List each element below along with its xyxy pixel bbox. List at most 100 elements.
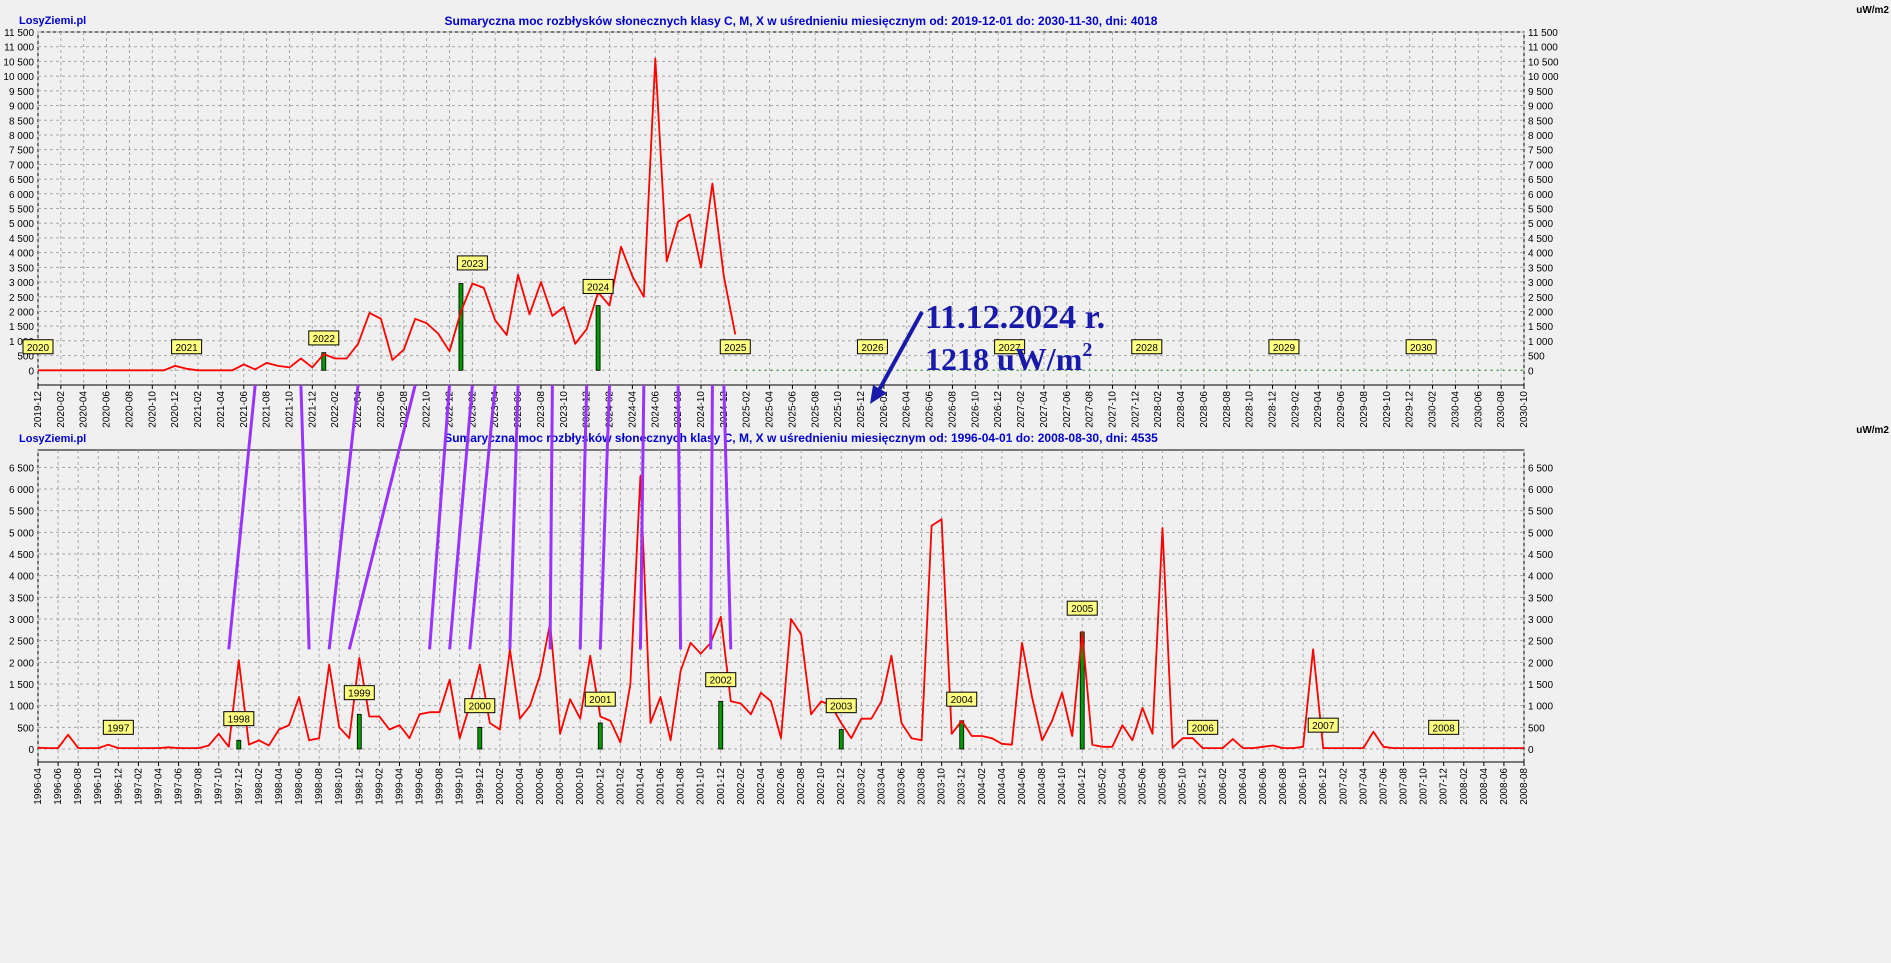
connector-line <box>508 384 520 650</box>
y-tick-label-right: 1 000 <box>1528 702 1553 713</box>
year-marker: 2027 <box>994 339 1026 355</box>
y-tick-label-right: 2 000 <box>1528 658 1553 669</box>
x-tick-label: 2021-10 <box>284 391 295 428</box>
x-tick-label: 2021-08 <box>262 391 273 428</box>
y-tick-label-left: 6 500 <box>9 463 34 474</box>
year-marker-label: 2027 <box>998 343 1021 354</box>
x-tick-label: 2007-02 <box>1338 768 1349 805</box>
y-tick-label-right: 3 000 <box>1528 615 1553 626</box>
x-tick-label: 2028-04 <box>1176 391 1187 428</box>
year-marker: 2030 <box>1405 339 1437 355</box>
x-tick-label: 2005-06 <box>1137 768 1148 805</box>
x-tick-label: 2024-04 <box>627 391 638 428</box>
x-tick-label: 1999-02 <box>374 768 385 805</box>
y-tick-label-right: 3 000 <box>1528 278 1553 289</box>
x-tick-label: 2022-08 <box>399 391 410 428</box>
x-tick-label: 2030-10 <box>1519 391 1530 428</box>
year-marker: 2025 <box>719 339 751 355</box>
green-bar <box>838 729 844 750</box>
year-marker: 2023 <box>456 255 488 271</box>
x-tick-label: 2020-06 <box>102 391 113 428</box>
y-tick-label-left: 11 000 <box>4 43 34 54</box>
x-tick-label: 2025-04 <box>765 391 776 428</box>
x-tick-label: 1998-02 <box>254 768 265 805</box>
y-tick-label-right: 0 <box>1528 745 1534 756</box>
x-tick-label: 1996-08 <box>73 768 84 805</box>
year-marker: 2007 <box>1307 717 1339 733</box>
year-marker-box <box>719 339 751 355</box>
x-tick-label: 2005-08 <box>1158 768 1169 805</box>
cycle-connectors <box>227 384 733 650</box>
x-tick-label: 2000-02 <box>495 768 506 805</box>
brand-label: LosyZiemi.pl <box>19 433 86 445</box>
x-tick-label: 2008-02 <box>1459 768 1470 805</box>
year-marker-box <box>1428 719 1460 735</box>
top-chart: 2019-12 2020-02 2020-04 2020-06 2020-08 2020-… <box>3 5 1889 428</box>
x-tick-label: 2022-06 <box>376 391 387 428</box>
x-tick-label: 2027-08 <box>1085 391 1096 428</box>
y-tick-label-left: 0 <box>28 745 34 756</box>
x-tick-label: 2020-10 <box>147 391 158 428</box>
y-tick-label-right: 8 000 <box>1528 131 1553 142</box>
green-bar <box>458 283 464 371</box>
year-marker-label: 2003 <box>830 702 853 713</box>
x-tick-label: 2003-02 <box>856 768 867 805</box>
y-tick-label-left: 500 <box>17 723 34 734</box>
year-marker-box <box>308 330 340 346</box>
green-bar <box>718 700 724 750</box>
year-marker-label: 2022 <box>313 334 336 345</box>
x-tick-label: 2021-06 <box>239 391 250 428</box>
x-tick-label: 2006-08 <box>1278 768 1289 805</box>
year-marker-label: 2026 <box>861 343 884 354</box>
year-marker-label: 2025 <box>724 343 747 354</box>
y-tick-label-left: 2 000 <box>9 307 34 318</box>
x-tick-label: 2004-10 <box>1057 768 1068 805</box>
x-tick-label: 2021-12 <box>307 391 318 428</box>
series-line <box>38 57 737 372</box>
x-tick-label: 2020-04 <box>79 391 90 428</box>
x-tick-label: 2003-12 <box>957 768 968 805</box>
x-tick-label: 2004-12 <box>1077 768 1088 805</box>
x-tick-label: 2029-10 <box>1382 391 1393 428</box>
y-tick-label-left: 9 500 <box>9 87 34 98</box>
y-tick-label-right: 10 500 <box>1528 57 1559 68</box>
x-tick-label: 1996-10 <box>93 768 104 805</box>
y-tick-label-left: 1 500 <box>9 322 34 333</box>
x-tick-label: 2025-08 <box>810 391 821 428</box>
y-tick-label-left: 3 500 <box>9 593 34 604</box>
y-tick-label-right: 9 500 <box>1528 87 1553 98</box>
x-tick-label: 1997-06 <box>174 768 185 805</box>
year-marker: 2008 <box>1428 719 1460 735</box>
x-tick-label: 2021-02 <box>193 391 204 428</box>
x-tick-label: 1997-12 <box>234 768 245 805</box>
year-marker: 1997 <box>102 719 134 735</box>
x-tick-label: 2022-04 <box>353 391 364 428</box>
y-tick-label-right: 6 500 <box>1528 463 1553 474</box>
annotation-value: 1218 uW/m2 <box>925 339 1092 377</box>
annotation-superscript: 2 <box>1082 339 1092 361</box>
x-tick-label: 2022-12 <box>445 391 456 428</box>
x-tick-label: 2002-10 <box>816 768 827 805</box>
y-tick-label-left: 5 500 <box>9 205 34 216</box>
y-tick-label-left: 11 500 <box>4 28 34 39</box>
x-tick-label: 2026-06 <box>925 391 936 428</box>
year-marker-label: 2008 <box>1433 723 1456 734</box>
x-tick-label: 2004-08 <box>1037 768 1048 805</box>
y-tick-label-right: 11 500 <box>1528 28 1558 39</box>
x-tick-label: 2007-12 <box>1439 768 1450 805</box>
x-tick-label: 2027-04 <box>1039 391 1050 428</box>
y-tick-label-left: 7 000 <box>9 160 34 171</box>
x-tick-label: 2022-02 <box>330 391 341 428</box>
year-marker-box <box>22 339 54 355</box>
y-tick-label-left: 500 <box>17 352 34 363</box>
year-marker-box <box>1131 339 1163 355</box>
x-tick-label: 2020-02 <box>56 391 67 428</box>
year-marker: 2021 <box>171 339 203 355</box>
x-tick-label: 2027-10 <box>1107 391 1118 428</box>
green-bar <box>597 722 603 750</box>
year-marker: 1998 <box>223 711 255 727</box>
x-tick-label: 2026-12 <box>993 391 1004 428</box>
y-tick-label-right: 0 <box>1528 366 1534 377</box>
x-tick-label: 1999-10 <box>455 768 466 805</box>
y-tick-label-right: 10 000 <box>1528 72 1559 83</box>
